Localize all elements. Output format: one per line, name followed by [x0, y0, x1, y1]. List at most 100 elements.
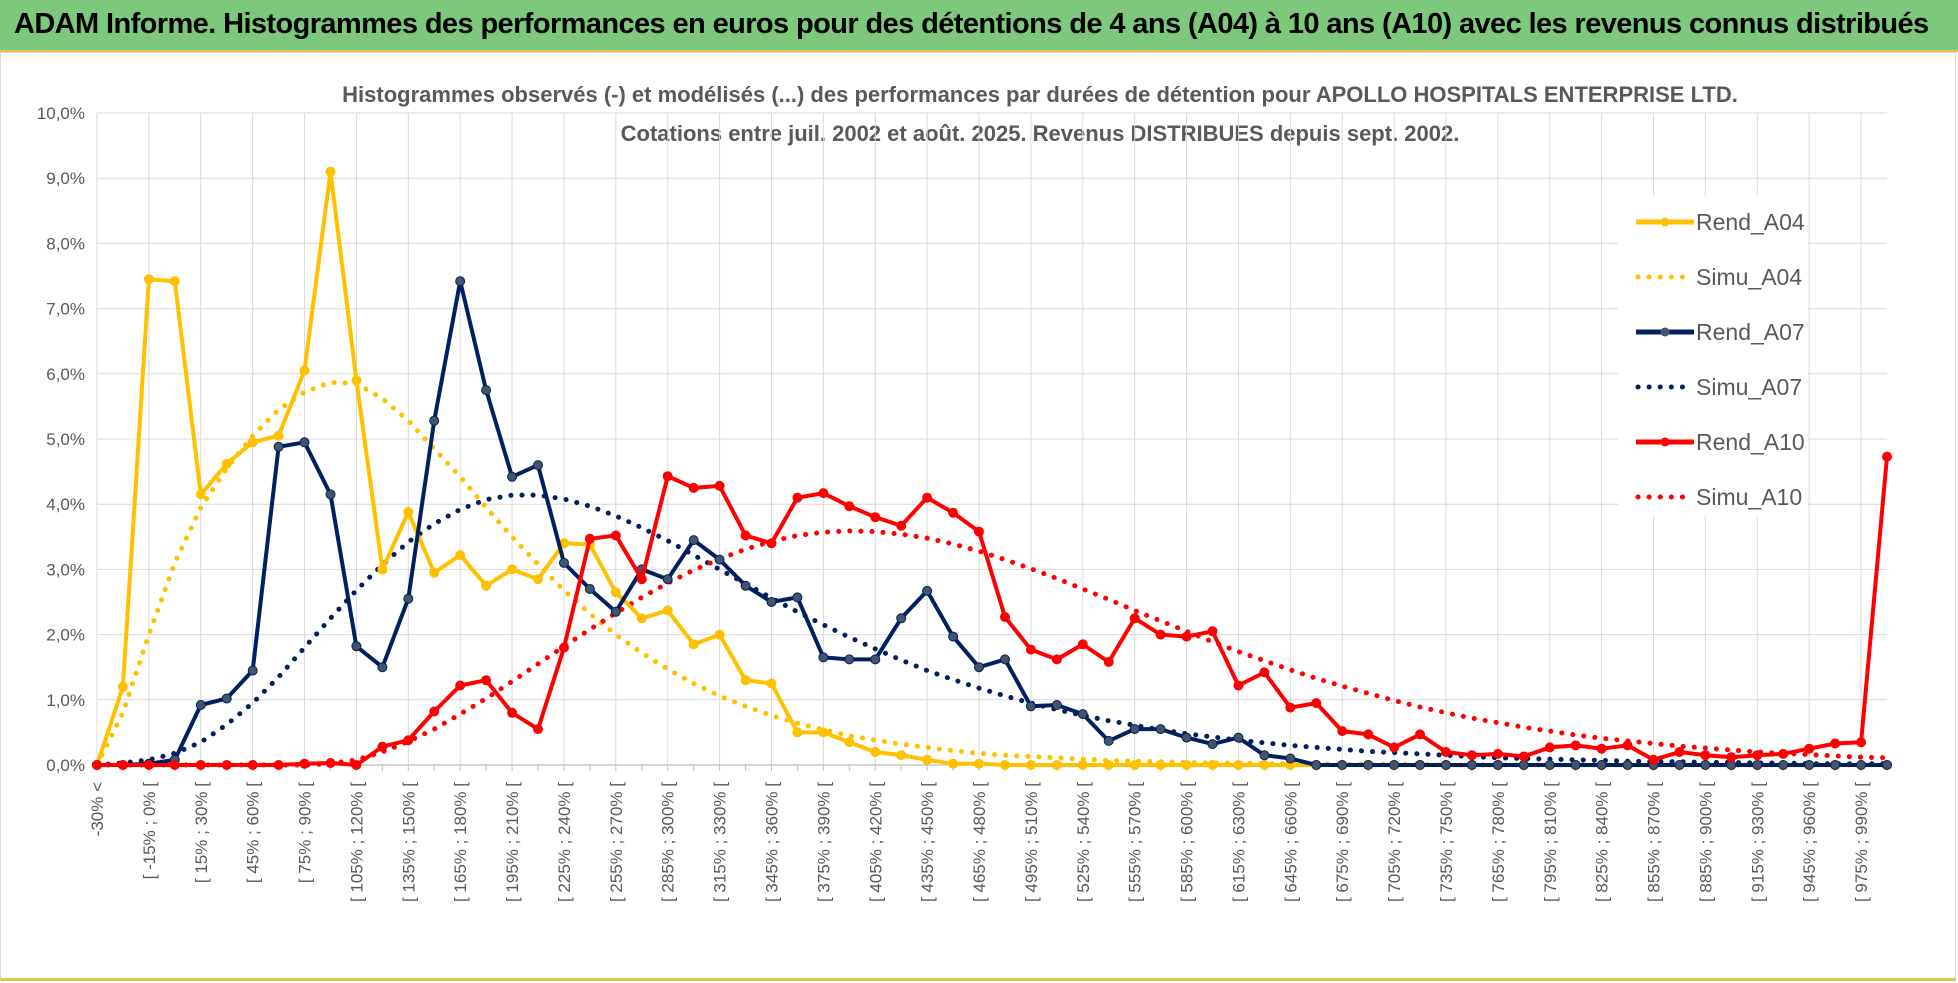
data-point [1752, 750, 1763, 761]
data-point [1778, 748, 1789, 759]
x-tick-label: [ 45% ; 60% [ [244, 782, 263, 883]
data-point [1700, 750, 1711, 761]
x-tick-label: [ 255% ; 270% [ [607, 782, 626, 902]
x-tick-label: [ 975% ; 990% [ [1852, 782, 1871, 902]
data-point [792, 592, 803, 603]
data-point [1363, 760, 1374, 770]
data-point [143, 274, 154, 285]
x-tick-label: [ 915% ; 930% [ [1748, 782, 1767, 902]
data-point [1363, 729, 1374, 740]
x-tick-label: [ 195% ; 210% [ [503, 782, 522, 902]
data-point [740, 580, 751, 591]
data-point [844, 737, 855, 748]
y-tick-label: 10,0% [37, 104, 85, 123]
data-point [584, 584, 595, 594]
data-point [1882, 451, 1892, 462]
data-point [844, 654, 855, 665]
data-point [1155, 760, 1166, 770]
data-point [714, 629, 725, 640]
legend-label: Simu_A10 [1696, 484, 1802, 510]
data-point [948, 631, 959, 642]
data-point [1207, 626, 1218, 637]
data-point [325, 489, 336, 500]
data-point [1103, 657, 1114, 667]
x-tick-label: [ 825% ; 840% [ [1593, 782, 1612, 902]
data-point [844, 501, 855, 512]
data-point [169, 760, 180, 770]
x-tick-label: [ 15% ; 30% [ [192, 782, 211, 883]
data-point [325, 758, 336, 768]
data-point [1259, 750, 1270, 761]
data-point [221, 693, 232, 704]
data-point [377, 741, 388, 752]
header-title: ADAM Informe. Histogrammes des performan… [14, 8, 1929, 40]
y-tick-label: 7,0% [46, 300, 85, 319]
data-point [1000, 760, 1010, 770]
data-point [1181, 631, 1192, 642]
data-point [1700, 760, 1711, 770]
legend-marker [1660, 327, 1670, 337]
series-line [97, 279, 1887, 767]
data-point [455, 680, 466, 691]
data-point [922, 585, 933, 596]
data-point [896, 613, 907, 624]
data-point [896, 750, 907, 761]
series-line [97, 456, 1889, 767]
data-point [584, 533, 595, 544]
data-point [429, 706, 440, 717]
data-point [403, 735, 414, 746]
x-tick-label: [ 765% ; 780% [ [1489, 782, 1508, 902]
legend-label: Rend_A04 [1696, 209, 1805, 235]
data-point [1415, 729, 1425, 740]
data-point [533, 724, 543, 735]
legend-item-Simu_A07: Simu_A07 [1635, 374, 1802, 400]
y-tick-label: 1,0% [46, 691, 85, 710]
data-point [610, 587, 621, 598]
data-point [455, 276, 466, 287]
data-point [1285, 753, 1296, 764]
data-point [740, 530, 751, 541]
data-point [1311, 760, 1322, 770]
data-point [1596, 743, 1607, 754]
x-tick-label: [ 435% ; 450% [ [918, 782, 937, 902]
data-point [481, 580, 492, 591]
data-point [1025, 644, 1036, 655]
data-point [766, 678, 777, 689]
data-point [299, 758, 310, 769]
data-point [1051, 654, 1062, 665]
data-point [1207, 739, 1218, 750]
data-point [1492, 748, 1503, 759]
x-tick-label: [ 855% ; 870% [ [1645, 782, 1664, 902]
data-point [974, 526, 984, 537]
data-point [1155, 724, 1166, 735]
legend-marker [1660, 217, 1670, 227]
series-Simu_A07 [94, 492, 1890, 768]
data-point [1207, 760, 1218, 770]
data-point [1025, 760, 1036, 770]
data-point [559, 557, 569, 568]
legend-item-Simu_A04: Simu_A04 [1635, 264, 1802, 290]
data-point [714, 554, 725, 565]
data-point [1830, 760, 1841, 770]
data-point [1155, 629, 1166, 640]
data-point [1570, 760, 1581, 770]
data-point [818, 727, 829, 738]
data-point [1389, 742, 1400, 753]
data-point [870, 512, 881, 523]
legend-box [1618, 196, 1808, 516]
data-point [818, 652, 829, 663]
data-point [948, 758, 959, 769]
data-point [1077, 639, 1088, 650]
data-point [1129, 760, 1140, 770]
data-point [247, 665, 258, 676]
data-point [610, 606, 621, 617]
data-point [1492, 760, 1503, 770]
data-point [1415, 760, 1425, 770]
x-tick-label: [ 885% ; 900% [ [1696, 782, 1715, 902]
data-point [896, 520, 907, 531]
x-tick-label: [ 225% ; 240% [ [555, 782, 574, 902]
x-tick-label: [ 645% ; 660% [ [1281, 782, 1300, 902]
data-point [662, 574, 673, 585]
x-tick-label: [ -15% ; 0% [ [140, 782, 159, 880]
data-point [1103, 735, 1114, 746]
